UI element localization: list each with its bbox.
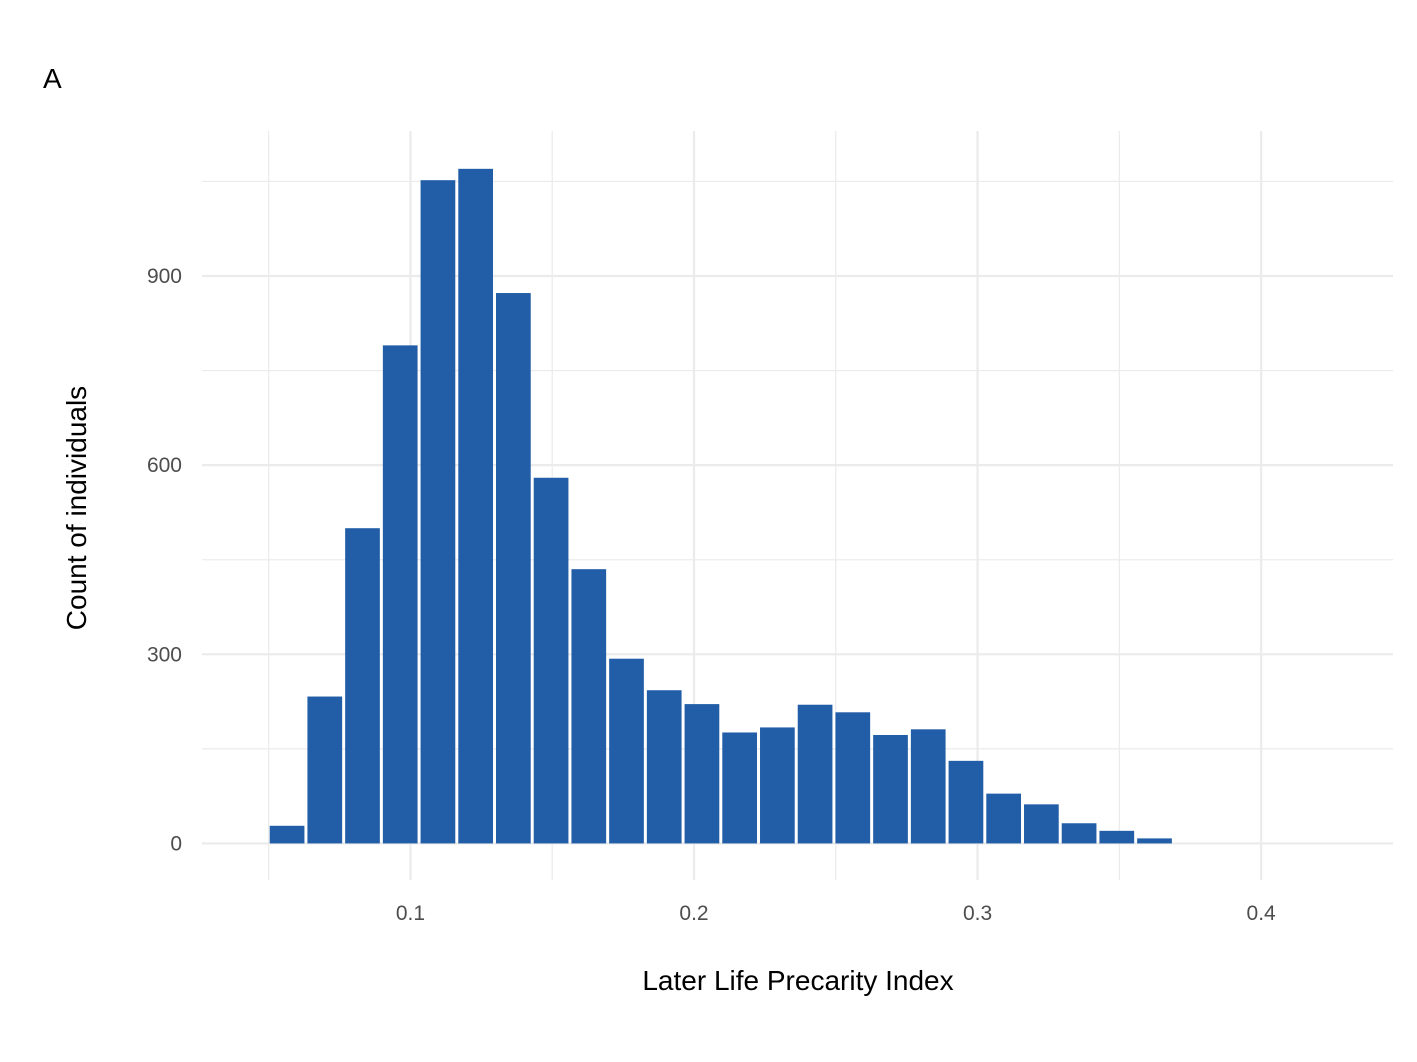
histogram-bar — [571, 569, 607, 844]
y-tick-label: 300 — [147, 643, 182, 666]
x-tick-label: 0.4 — [1247, 902, 1277, 925]
histogram-bar — [646, 690, 682, 844]
x-tick-label: 0.3 — [963, 902, 992, 925]
histogram-bar — [948, 760, 984, 844]
histogram-bar — [835, 712, 871, 844]
histogram-bar — [722, 732, 758, 844]
histogram-bars — [269, 168, 1172, 844]
major-gridlines — [202, 131, 1393, 880]
histogram-bar — [760, 727, 795, 844]
panel-label: A — [43, 63, 62, 94]
y-tick-label: 900 — [147, 265, 182, 288]
minor-gridlines — [202, 131, 1393, 880]
histogram-bar — [1137, 838, 1172, 844]
y-axis-tick-labels: 0 300 600 900 — [147, 265, 182, 855]
histogram-bar — [1099, 830, 1135, 844]
histogram-bar — [307, 696, 343, 844]
histogram-bar — [1061, 823, 1097, 844]
histogram-bar — [382, 345, 418, 844]
x-tick-label: 0.1 — [396, 902, 425, 925]
histogram-bar — [873, 734, 908, 844]
histogram-bar — [609, 658, 644, 844]
x-tick-label: 0.2 — [679, 902, 708, 925]
histogram-bar — [345, 528, 380, 844]
histogram-bar — [496, 293, 531, 844]
histogram-bar — [986, 793, 1022, 844]
histogram-bar — [684, 704, 720, 844]
y-tick-label: 600 — [147, 454, 182, 477]
y-tick-label: 0 — [170, 832, 182, 855]
y-axis-title: Count of individuals — [61, 386, 92, 630]
histogram-bar — [420, 180, 456, 844]
histogram-bar — [1024, 804, 1059, 844]
histogram-bar — [533, 477, 569, 844]
histogram-bar — [458, 168, 494, 844]
x-axis-title: Later Life Precarity Index — [642, 965, 953, 996]
histogram-bar — [797, 704, 833, 844]
histogram-bar — [910, 729, 946, 844]
x-axis-tick-labels: 0.1 0.2 0.3 0.4 — [396, 902, 1276, 925]
histogram-bar — [269, 825, 305, 844]
